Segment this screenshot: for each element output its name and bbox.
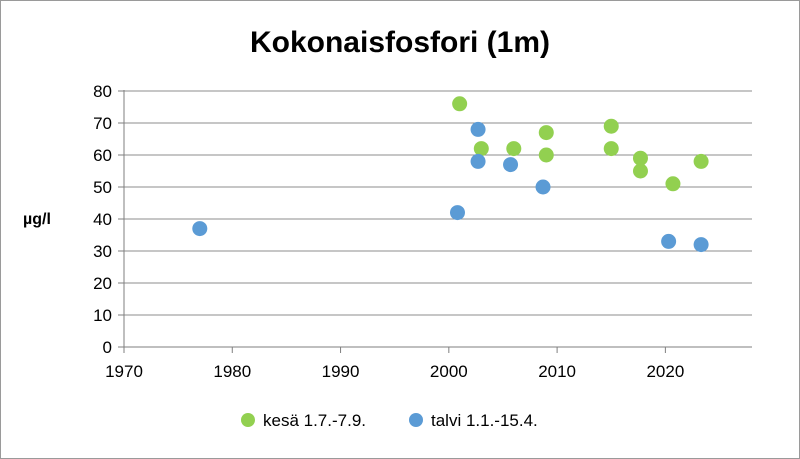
winter-data-point: [661, 233, 677, 249]
legend-marker-winter: [409, 413, 423, 427]
summer-data-point: [632, 163, 648, 179]
y-tick-label: 30: [93, 242, 112, 261]
legend-label-winter: talvi 1.1.-15.4.: [431, 411, 538, 430]
winter-data-point: [192, 221, 208, 237]
legend-label-summer: kesä 1.7.-7.9.: [263, 411, 366, 430]
legend: kesä 1.7.-7.9. talvi 1.1.-15.4.: [241, 411, 538, 430]
summer-data-point: [538, 125, 554, 141]
winter-data-point: [449, 205, 465, 221]
y-tick-labels: 0 10 20 30 40 50 60 70 80: [93, 82, 112, 357]
y-tick-label: 10: [93, 306, 112, 325]
summer-data-point: [693, 153, 709, 169]
summer-data-point: [632, 150, 648, 166]
y-tick-label: 50: [93, 178, 112, 197]
x-tick-label: 2010: [538, 362, 576, 381]
y-axis-label: µg/l: [23, 211, 51, 228]
summer-data-point: [603, 118, 619, 134]
y-tick-label: 20: [93, 274, 112, 293]
y-tick-label: 80: [93, 82, 112, 101]
y-tick-label: 0: [103, 338, 112, 357]
x-tick-label: 2000: [430, 362, 468, 381]
x-tick-label: 1980: [213, 362, 251, 381]
x-tick-labels: 1970 1980 1990 2000 2010 2020: [105, 362, 684, 381]
x-tick-label: 2020: [646, 362, 684, 381]
x-tick-label: 1990: [322, 362, 360, 381]
chart-title: Kokonaisfosfori (1m): [250, 26, 550, 59]
legend-marker-summer: [241, 413, 255, 427]
y-tick-label: 40: [93, 210, 112, 229]
summer-data-point: [665, 176, 681, 192]
winter-data-point: [470, 153, 486, 169]
winter-data-point: [503, 157, 519, 173]
summer-data-point: [603, 141, 619, 157]
y-tick-label: 70: [93, 114, 112, 133]
summer-data-point: [506, 141, 522, 157]
summer-data-point: [473, 141, 489, 157]
winter-data-point: [470, 121, 486, 137]
axes: [118, 90, 752, 353]
data-points: [192, 96, 709, 253]
winter-data-point: [693, 237, 709, 253]
winter-data-point: [535, 179, 551, 195]
gridlines: [124, 90, 752, 316]
summer-data-point: [452, 96, 468, 112]
y-tick-label: 60: [93, 146, 112, 165]
summer-data-point: [538, 147, 554, 163]
x-tick-label: 1970: [105, 362, 143, 381]
